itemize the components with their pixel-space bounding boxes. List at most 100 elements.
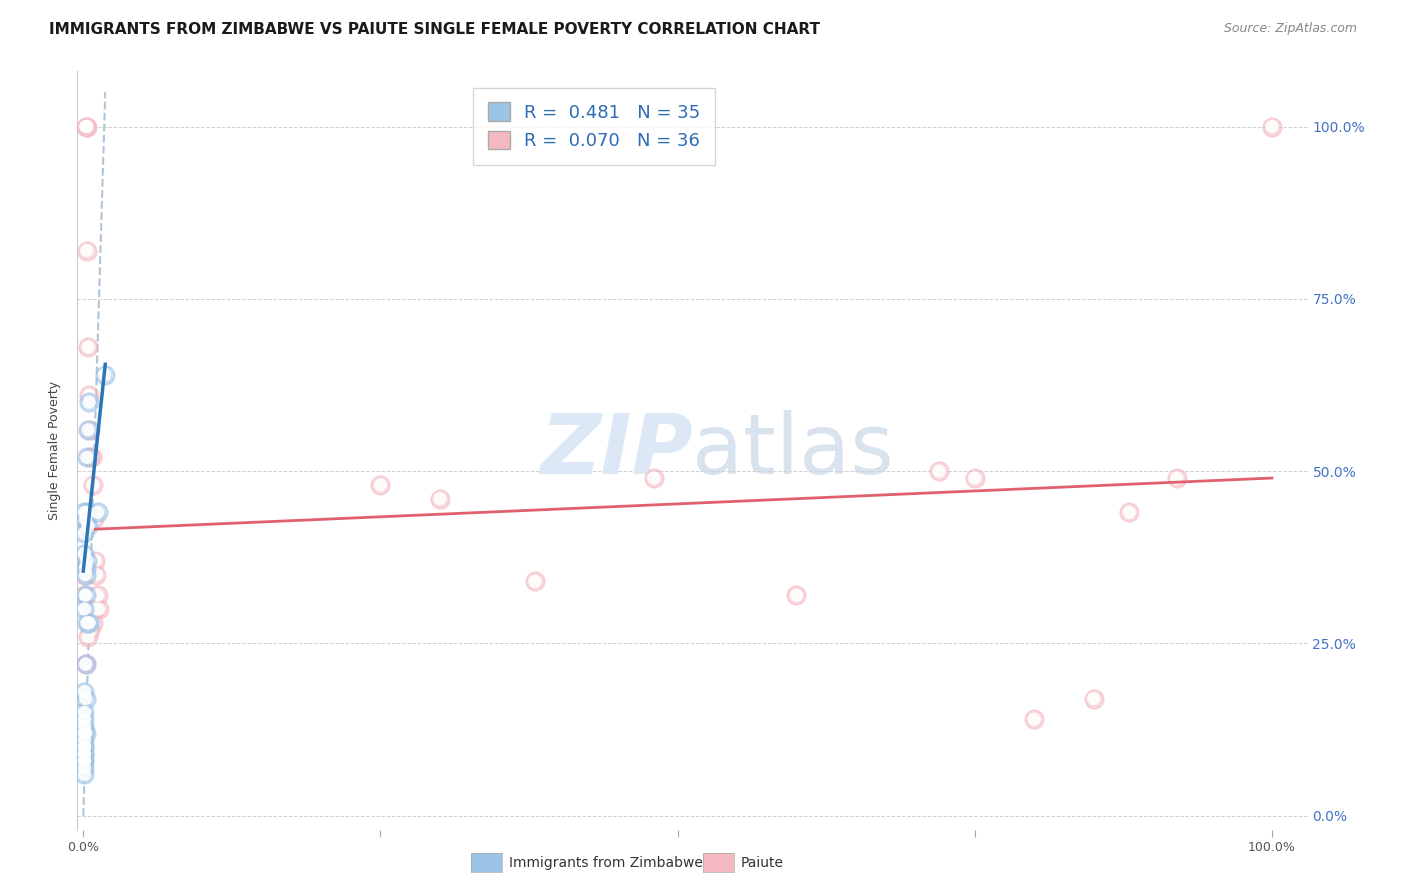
Point [73, 754, 96, 768]
Point [73, 712, 96, 726]
Point [84, 602, 107, 616]
Point [75, 560, 97, 574]
Point [75, 560, 97, 574]
Point [73, 602, 96, 616]
Point [1166, 471, 1188, 485]
Point [73, 554, 96, 568]
Point [963, 471, 986, 485]
Point [87, 602, 110, 616]
Point [76, 554, 98, 568]
Point [73, 567, 96, 582]
Point [73, 588, 96, 602]
Point [77, 615, 100, 630]
Point [83, 512, 105, 526]
Point [75, 657, 97, 672]
Point [76, 120, 98, 134]
Point [75, 726, 97, 740]
Point [928, 464, 950, 478]
Point [75, 567, 97, 582]
Point [75, 512, 97, 526]
Point [73, 512, 96, 526]
Point [73, 767, 96, 781]
Point [75, 567, 97, 582]
Point [86, 506, 108, 520]
Point [73, 706, 96, 720]
Point [86, 588, 108, 602]
Point [80, 450, 103, 465]
Point [928, 464, 950, 478]
Point [76, 506, 98, 520]
Point [73, 747, 96, 761]
Point [73, 526, 96, 541]
Point [1261, 120, 1284, 134]
Point [73, 739, 96, 754]
Point [77, 395, 100, 409]
Point [77, 423, 100, 437]
Point [73, 747, 96, 761]
Point [73, 747, 96, 761]
Point [73, 602, 96, 616]
Point [77, 630, 100, 644]
Text: Immigrants from Zimbabwe: Immigrants from Zimbabwe [509, 855, 703, 870]
Point [73, 712, 96, 726]
Point [73, 739, 96, 754]
Point [87, 602, 110, 616]
Y-axis label: Single Female Poverty: Single Female Poverty [48, 381, 62, 520]
Point [1083, 691, 1105, 706]
Point [76, 615, 98, 630]
Point [77, 388, 100, 402]
Point [73, 547, 96, 561]
Point [76, 506, 98, 520]
Point [73, 512, 96, 526]
Point [73, 588, 96, 602]
Point [643, 471, 665, 485]
Point [76, 450, 98, 465]
Point [76, 244, 98, 258]
Text: IMMIGRANTS FROM ZIMBABWE VS PAIUTE SINGLE FEMALE POVERTY CORRELATION CHART: IMMIGRANTS FROM ZIMBABWE VS PAIUTE SINGL… [49, 22, 820, 37]
Point [77, 519, 100, 533]
Point [79, 450, 101, 465]
Point [77, 340, 100, 354]
Point [523, 574, 546, 589]
Point [76, 120, 98, 134]
Point [75, 691, 97, 706]
Point [73, 760, 96, 774]
Point [1118, 506, 1140, 520]
Point [785, 588, 807, 602]
Point [77, 519, 100, 533]
Point [73, 733, 96, 747]
Point [80, 450, 103, 465]
Point [79, 423, 101, 437]
Point [77, 630, 100, 644]
Point [73, 760, 96, 774]
Point [963, 471, 986, 485]
Point [79, 623, 101, 637]
Point [93, 368, 115, 382]
Point [73, 726, 96, 740]
Point [73, 754, 96, 768]
Legend: R =  0.481   N = 35, R =  0.070   N = 36: R = 0.481 N = 35, R = 0.070 N = 36 [474, 88, 714, 165]
Point [77, 395, 100, 409]
Point [73, 512, 96, 526]
Point [73, 739, 96, 754]
Point [73, 684, 96, 698]
Point [75, 588, 97, 602]
Point [370, 478, 392, 492]
Point [75, 657, 97, 672]
Point [84, 554, 107, 568]
Point [73, 506, 96, 520]
Point [75, 120, 97, 134]
Point [75, 657, 97, 672]
Point [75, 657, 97, 672]
Point [82, 478, 104, 492]
Point [77, 340, 100, 354]
Point [73, 739, 96, 754]
Point [73, 719, 96, 733]
Point [77, 388, 100, 402]
Point [1166, 471, 1188, 485]
Point [429, 491, 451, 506]
Point [82, 478, 104, 492]
Text: Source: ZipAtlas.com: Source: ZipAtlas.com [1223, 22, 1357, 36]
Point [84, 554, 107, 568]
Text: atlas: atlas [693, 410, 894, 491]
